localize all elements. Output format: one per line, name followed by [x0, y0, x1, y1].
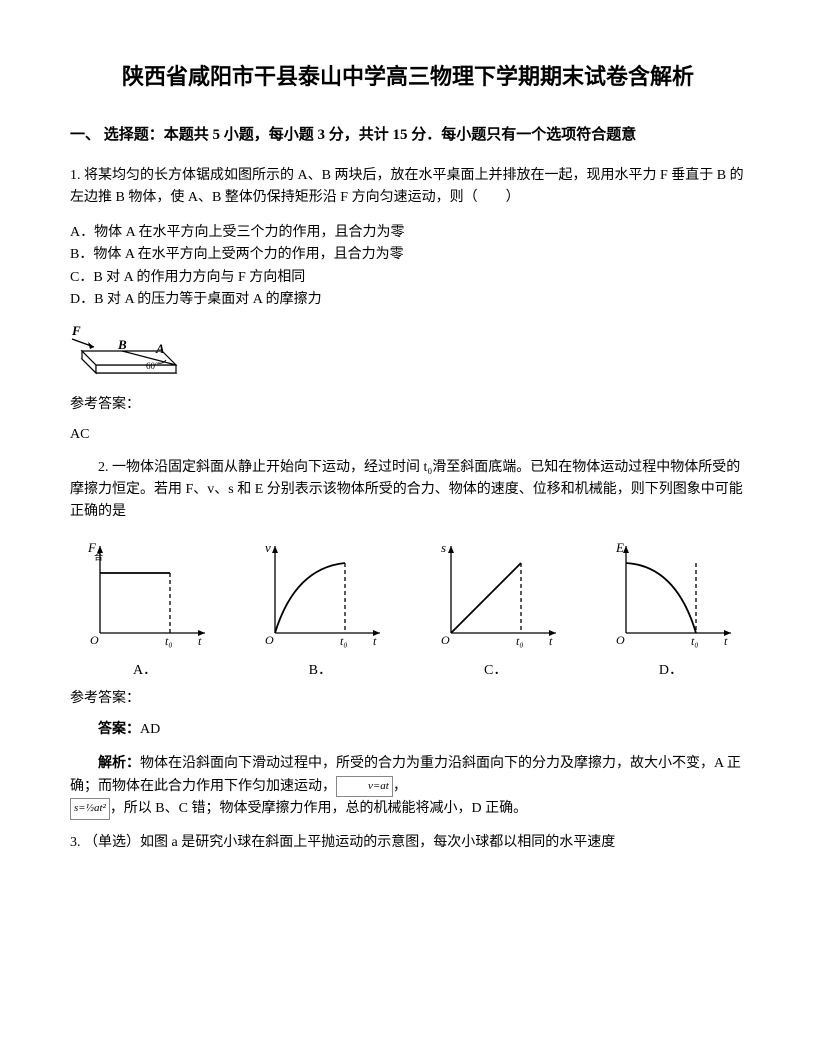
q1-options: A．物体 A 在水平方向上受三个力的作用，且合力为零 B．物体 A 在水平方向上… — [70, 222, 746, 312]
svg-text:v: v — [265, 540, 271, 555]
svg-text:s: s — [441, 540, 446, 555]
chart-D: E O t₀ t D． — [606, 538, 736, 683]
svg-text:t: t — [724, 634, 728, 648]
A-label: A — [155, 341, 165, 356]
formula-s: s=½at² — [70, 798, 110, 820]
q2-charts: F 合 O t₀ t A． v O t₀ t B． — [70, 538, 746, 683]
svg-text:t₀: t₀ — [516, 634, 524, 648]
q1-optB: B．物体 A 在水平方向上受两个力的作用，且合力为零 — [70, 244, 746, 266]
q1-figure: 60° F B A — [70, 317, 746, 387]
svg-text:合: 合 — [94, 551, 103, 562]
q1-optA: A．物体 A 在水平方向上受三个力的作用，且合力为零 — [70, 222, 746, 244]
svg-text:E: E — [615, 540, 624, 555]
chart-B-label: B． — [255, 660, 385, 682]
q1-optC: C．B 对 A 的作用力方向与 F 方向相同 — [70, 267, 746, 289]
q1-answer: AC — [70, 424, 746, 446]
q2-answer-head: 答案： — [98, 722, 140, 737]
formula-v: v=at — [336, 776, 393, 798]
svg-text:t: t — [549, 634, 553, 648]
chart-D-label: D． — [606, 660, 736, 682]
svg-text:O: O — [616, 633, 625, 647]
q3-text: 3. （单选）如图 a 是研究小球在斜面上平抛运动的示意图，每次小球都以相同的水… — [70, 832, 746, 854]
q2-explain-head: 解析： — [98, 756, 140, 771]
svg-text:O: O — [90, 633, 99, 647]
q1-text: 1. 将某均匀的长方体锯成如图所示的 A、B 两块后，放在水平桌面上并排放在一起… — [70, 165, 746, 210]
F-label: F — [71, 323, 81, 338]
svg-text:t: t — [373, 634, 377, 648]
section-heading: 一、 选择题：本题共 5 小题，每小题 3 分，共计 15 分．每小题只有一个选… — [70, 123, 746, 147]
q2-explain-line2: s=½at²，所以 B、C 错；物体受摩擦力作用，总的机械能将减小，D 正确。 — [70, 798, 746, 820]
chart-B: v O t₀ t B． — [255, 538, 385, 683]
svg-text:t₀: t₀ — [165, 634, 173, 648]
chart-A-label: A． — [80, 660, 210, 682]
q2-explain2: ，所以 B、C 错；物体受摩擦力作用，总的机械能将减小，D 正确。 — [110, 801, 527, 816]
svg-text:t₀: t₀ — [691, 634, 699, 648]
q1-optD: D．B 对 A 的压力等于桌面对 A 的摩擦力 — [70, 289, 746, 311]
page-title: 陕西省咸阳市干县泰山中学高三物理下学期期末试卷含解析 — [70, 60, 746, 93]
B-label: B — [117, 337, 127, 352]
svg-text:O: O — [265, 633, 274, 647]
q2-explain-block: 解析：物体在沿斜面向下滑动过程中，所受的合力为重力沿斜面向下的分力及摩擦力，故大… — [70, 753, 746, 798]
angle-label: 60° — [146, 361, 159, 371]
q2-answer: AD — [140, 722, 160, 737]
q1-answer-label: 参考答案： — [70, 394, 746, 416]
q2-text: 2. 一物体沿固定斜面从静止开始向下运动，经过时间 t₀滑至斜面底端。已知在物体… — [70, 457, 746, 524]
svg-text:O: O — [441, 633, 450, 647]
chart-C-label: C． — [431, 660, 561, 682]
chart-A: F 合 O t₀ t A． — [80, 538, 210, 683]
q2-explain1: 物体在沿斜面向下滑动过程中，所受的合力为重力沿斜面向下的分力及摩擦力，故大小不变… — [70, 756, 741, 793]
svg-text:t: t — [198, 634, 202, 648]
chart-C: s O t₀ t C． — [431, 538, 561, 683]
q2-answer-label: 参考答案： — [70, 688, 746, 710]
svg-text:t₀: t₀ — [340, 634, 348, 648]
q2-answer-line: 答案：AD — [70, 719, 746, 741]
